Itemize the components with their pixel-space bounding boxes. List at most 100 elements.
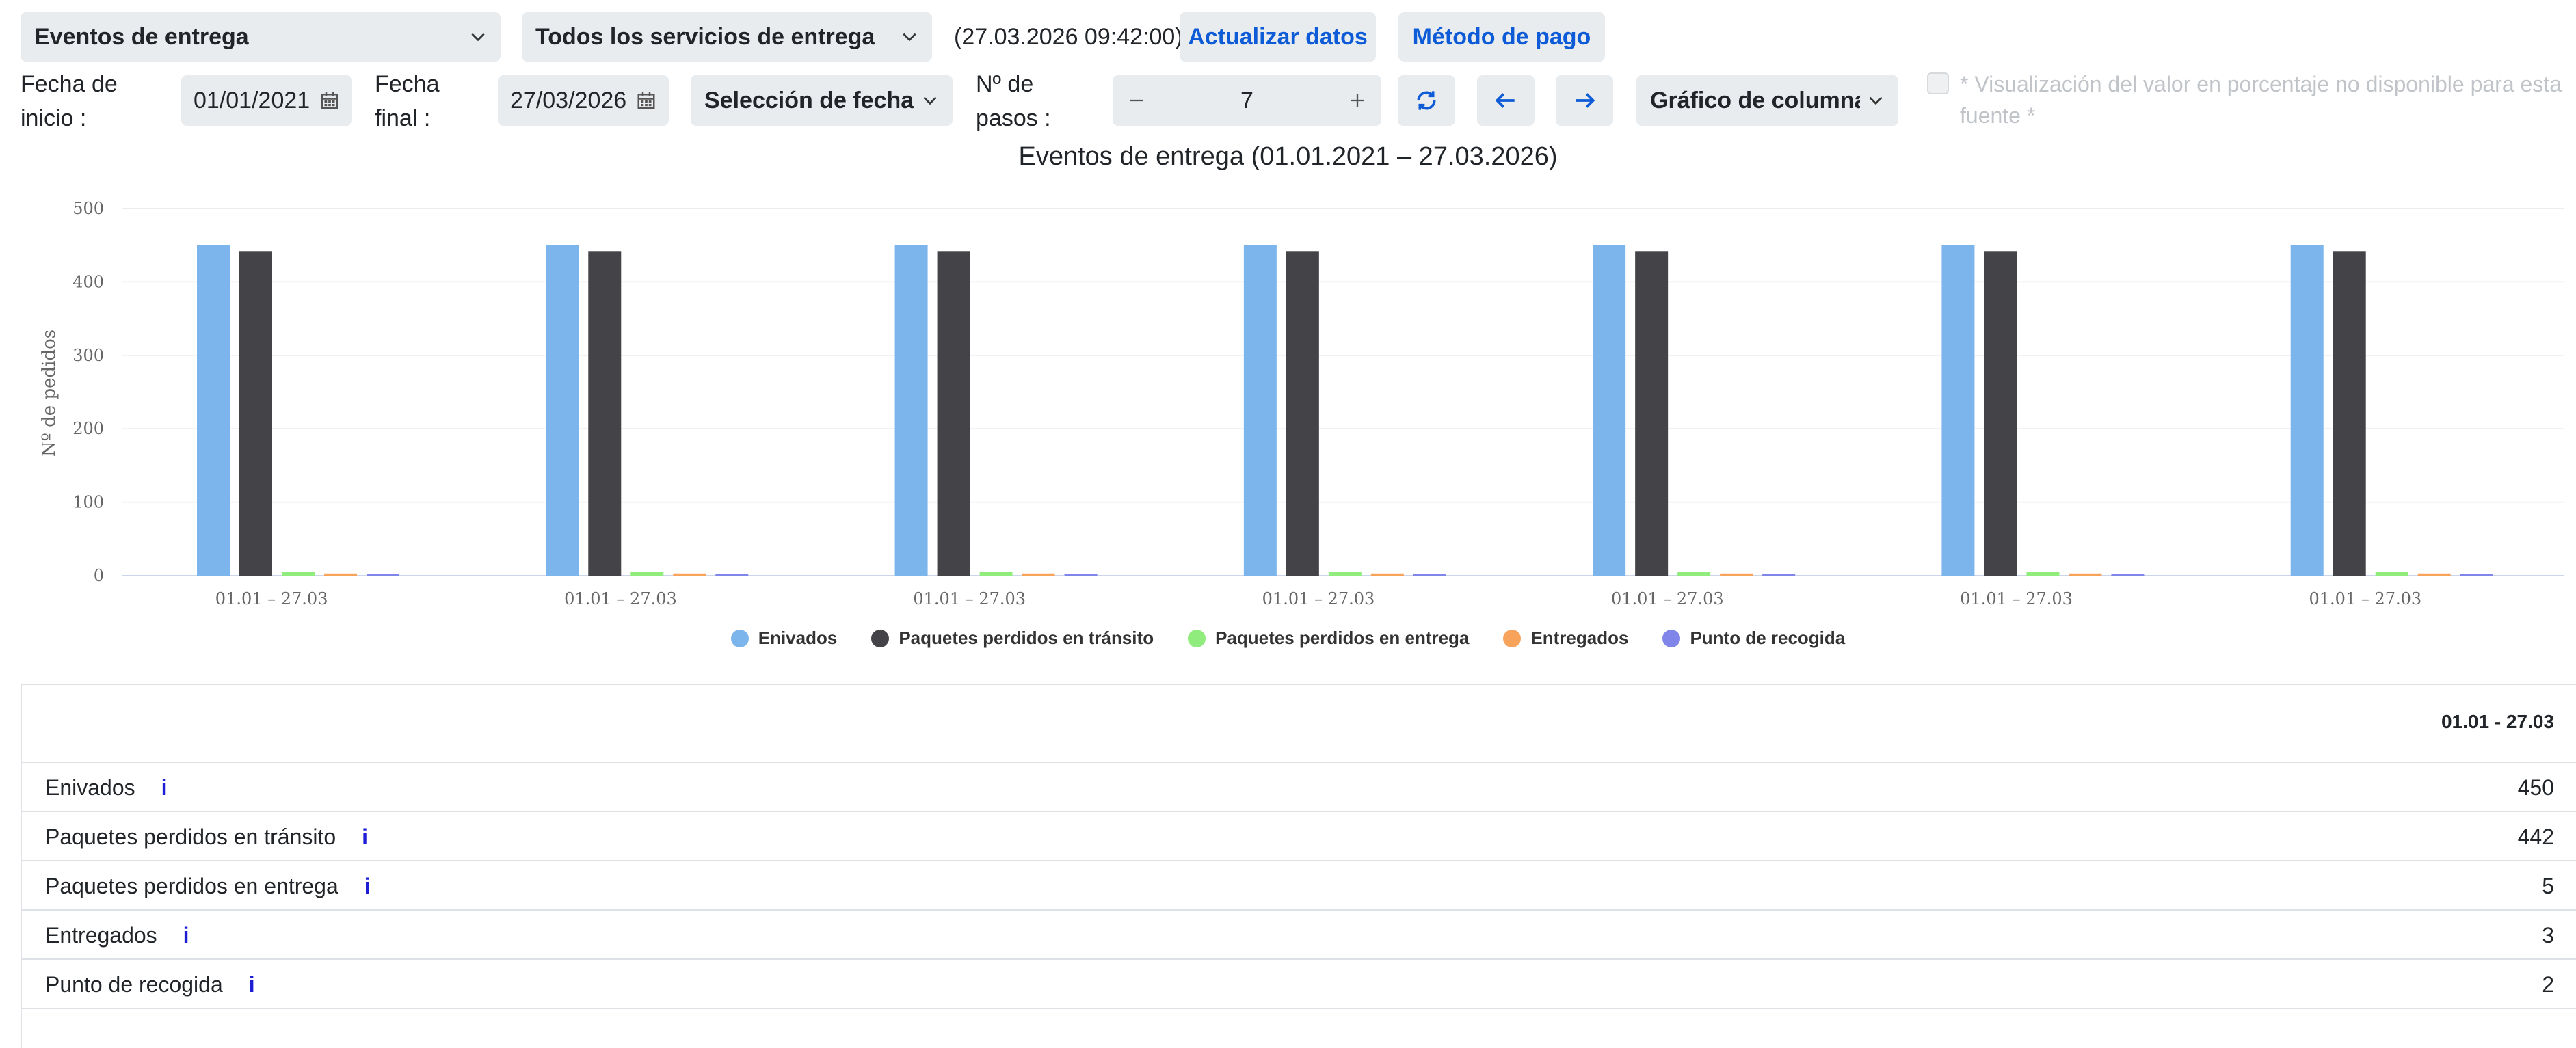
next-period-button[interactable] — [1556, 75, 1613, 126]
legend-marker — [871, 629, 890, 647]
bar-paquetes-perdidos-en-tr-nsito[interactable] — [937, 251, 970, 576]
bar-punto-de-recogida[interactable] — [1413, 574, 1446, 576]
steps-stepper[interactable]: 7 — [1113, 75, 1381, 126]
legend-label: Paquetes perdidos en entrega — [1215, 628, 1470, 648]
bar-enivados[interactable] — [2290, 245, 2324, 576]
steps-value[interactable]: 7 — [1240, 87, 1253, 113]
row-label: Punto de recogida — [45, 971, 223, 997]
x-tick-label: 01.01 – 27.03 — [1960, 589, 2073, 608]
legend-label: Punto de recogida — [1690, 628, 1846, 648]
bar-entregados[interactable] — [2417, 573, 2451, 576]
y-tick-label: 500 — [72, 199, 104, 218]
bar-paquetes-perdidos-en-entrega[interactable] — [1677, 572, 1711, 576]
chart-title: Eventos de entrega (01.01.2021 – 27.03.2… — [1018, 142, 1558, 171]
bar-punto-de-recogida[interactable] — [367, 574, 399, 576]
start-date-label: Fecha de inicio : — [21, 71, 118, 131]
service-select-value: Todos los servicios de entrega — [535, 23, 875, 50]
table-row: Enivados i 450 — [22, 762, 2576, 812]
bar-entregados[interactable] — [673, 573, 706, 576]
start-date-input[interactable]: 01/01/2021 — [181, 75, 352, 126]
bar-enivados[interactable] — [894, 245, 928, 576]
x-tick-label: 01.01 – 27.03 — [1611, 589, 1724, 608]
calendar-icon[interactable] — [319, 90, 340, 111]
bar-entregados[interactable] — [1720, 573, 1753, 576]
payment-method-button[interactable]: Método de pago — [1398, 12, 1605, 62]
service-select[interactable]: Todos los servicios de entrega — [522, 12, 932, 62]
calendar-icon[interactable] — [636, 90, 656, 111]
chevron-down-icon — [923, 96, 937, 105]
bar-entregados[interactable] — [2069, 573, 2102, 576]
bar-paquetes-perdidos-en-entrega[interactable] — [979, 572, 1013, 576]
refresh-button[interactable] — [1398, 75, 1455, 126]
bar-punto-de-recogida[interactable] — [1064, 574, 1098, 576]
date-selection-select[interactable]: Selección de fecha de — [691, 75, 953, 126]
bar-enivados[interactable] — [1243, 245, 1277, 576]
refresh-icon — [1417, 91, 1436, 110]
row-value: 450 — [2517, 775, 2554, 800]
refresh-data-button[interactable]: Actualizar datos — [1180, 12, 1376, 62]
row-label-cell: Entregados i — [22, 923, 2542, 948]
end-date-input[interactable]: 27/03/2026 — [498, 75, 669, 126]
bar-enivados[interactable] — [546, 245, 579, 576]
legend-item[interactable]: Punto de recogida — [1662, 628, 1845, 649]
row-value: 2 — [2542, 971, 2554, 997]
legend-label: Enivados — [758, 628, 838, 648]
table-row: Paquetes perdidos en entrega i 5 — [22, 860, 2576, 911]
info-icon[interactable]: i — [362, 824, 369, 849]
minus-icon — [1130, 99, 1143, 102]
bar-paquetes-perdidos-en-entrega[interactable] — [1328, 572, 1362, 576]
legend-label: Paquetes perdidos en tránsito — [899, 628, 1154, 648]
x-tick-label: 01.01 – 27.03 — [564, 589, 677, 608]
bar-paquetes-perdidos-en-entrega[interactable] — [282, 572, 315, 576]
bar-paquetes-perdidos-en-tr-nsito[interactable] — [588, 251, 622, 576]
arrow-left-icon — [1495, 93, 1515, 108]
legend-marker — [1503, 629, 1522, 647]
bar-punto-de-recogida[interactable] — [715, 574, 749, 576]
row-label: Enivados — [45, 775, 135, 800]
bar-paquetes-perdidos-en-entrega[interactable] — [2375, 572, 2408, 576]
bar-punto-de-recogida[interactable] — [2111, 574, 2145, 576]
bar-entregados[interactable] — [1022, 573, 1055, 576]
bar-entregados[interactable] — [1370, 573, 1404, 576]
percent-checkbox[interactable] — [1927, 72, 1949, 94]
table-row: Entregados i 3 — [22, 909, 2576, 960]
legend-label: Entregados — [1530, 628, 1629, 648]
end-date-label: Fecha final : — [375, 71, 440, 131]
row-value: 5 — [2542, 873, 2554, 898]
bar-enivados[interactable] — [197, 245, 230, 576]
previous-period-button[interactable] — [1477, 75, 1535, 126]
minus-button[interactable] — [1113, 75, 1160, 126]
legend-item[interactable]: Paquetes perdidos en tránsito — [871, 628, 1154, 649]
steps-label: Nº de pasos : — [976, 71, 1051, 131]
chevron-down-icon — [471, 33, 485, 42]
report-select[interactable]: Eventos de entrega — [21, 12, 501, 62]
bar-paquetes-perdidos-en-tr-nsito[interactable] — [239, 251, 272, 576]
y-tick-label: 200 — [72, 419, 104, 438]
bar-paquetes-perdidos-en-tr-nsito[interactable] — [1984, 251, 2017, 576]
bar-punto-de-recogida[interactable] — [1762, 574, 1796, 576]
bar-paquetes-perdidos-en-tr-nsito[interactable] — [2333, 251, 2366, 576]
info-icon[interactable]: i — [161, 775, 168, 800]
x-tick-label: 01.01 – 27.03 — [913, 589, 1026, 608]
row-label-cell: Paquetes perdidos en entrega i — [22, 874, 2542, 899]
chart-type-select[interactable]: Gráfico de columnas — [1636, 75, 1898, 126]
bar-paquetes-perdidos-en-entrega[interactable] — [2026, 572, 2060, 576]
bar-enivados[interactable] — [1593, 245, 1626, 576]
chevron-down-icon — [903, 33, 916, 42]
info-icon[interactable]: i — [248, 971, 255, 997]
x-tick-label: 01.01 – 27.03 — [2309, 589, 2422, 608]
bar-enivados[interactable] — [1941, 245, 1975, 576]
legend-item[interactable]: Enivados — [730, 628, 838, 649]
bar-paquetes-perdidos-en-entrega[interactable] — [630, 572, 664, 576]
bar-entregados[interactable] — [324, 573, 357, 576]
info-icon[interactable]: i — [364, 873, 371, 898]
bar-paquetes-perdidos-en-tr-nsito[interactable] — [1286, 251, 1319, 576]
bar-paquetes-perdidos-en-tr-nsito[interactable] — [1635, 251, 1669, 576]
plus-button[interactable] — [1333, 75, 1381, 126]
info-icon[interactable]: i — [183, 922, 189, 948]
bar-punto-de-recogida[interactable] — [2460, 574, 2493, 576]
legend-item[interactable]: Entregados — [1503, 628, 1628, 649]
legend-item[interactable]: Paquetes perdidos en entrega — [1188, 628, 1469, 649]
table-row: Punto de recogida i 2 — [22, 958, 2576, 1009]
row-label: Entregados — [45, 922, 157, 948]
